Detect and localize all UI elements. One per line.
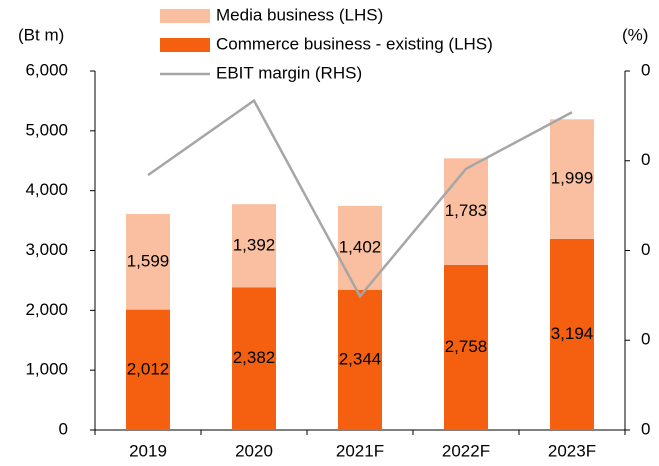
data-label: 2,382 <box>233 348 276 367</box>
x-tick-label: 2022F <box>442 441 490 460</box>
bar-segment <box>126 309 170 430</box>
bar-segment <box>550 238 594 430</box>
data-label: 2,758 <box>445 337 488 356</box>
x-tick-label: 2020 <box>235 441 273 460</box>
bar-segment <box>444 158 488 265</box>
bar-segment <box>550 119 594 239</box>
x-tick-label: 2023F <box>548 441 596 460</box>
y2-tick-label: 0 <box>641 150 650 169</box>
y2-axis-label: (%) <box>622 25 648 44</box>
y-tick-label: 3,000 <box>25 240 68 259</box>
y-tick-label: 4,000 <box>25 180 68 199</box>
legend-swatch <box>160 9 210 23</box>
legend-label: EBIT margin (RHS) <box>216 63 362 82</box>
data-label: 3,194 <box>551 324 594 343</box>
line <box>147 98 573 299</box>
legend-label: Commerce business - existing (LHS) <box>216 34 493 53</box>
data-label: 1,402 <box>339 237 382 256</box>
legend-label: Media business (LHS) <box>216 5 383 24</box>
y2-tick-label: 0 <box>641 240 650 259</box>
data-label: 1,599 <box>127 251 170 270</box>
legend-swatch <box>160 38 210 52</box>
y-tick-label: 1,000 <box>25 360 68 379</box>
data-label: 1,392 <box>233 235 276 254</box>
bar-segment <box>338 205 382 290</box>
data-label: 1,999 <box>551 169 594 188</box>
x-tick-label: 2021F <box>336 441 384 460</box>
y-tick-label: 6,000 <box>25 60 68 79</box>
y-axis-label: (Bt m) <box>18 25 64 44</box>
data-label: 2,012 <box>127 359 170 378</box>
y-tick-label: 2,000 <box>25 300 68 319</box>
y-tick-label: 5,000 <box>25 120 68 139</box>
bar-segment <box>338 289 382 430</box>
y-tick-label: 0 <box>59 419 68 438</box>
bar-segment <box>444 264 488 430</box>
x-tick-label: 2019 <box>129 441 167 460</box>
y2-tick-label: 0 <box>641 419 650 438</box>
bar-segment <box>126 213 170 310</box>
data-label: 1,783 <box>445 201 488 220</box>
data-label: 2,344 <box>339 349 382 368</box>
bar-segment <box>232 204 276 288</box>
y2-tick-label: 0 <box>641 60 650 79</box>
bar-segment <box>232 287 276 430</box>
y2-tick-label: 0 <box>641 330 650 349</box>
